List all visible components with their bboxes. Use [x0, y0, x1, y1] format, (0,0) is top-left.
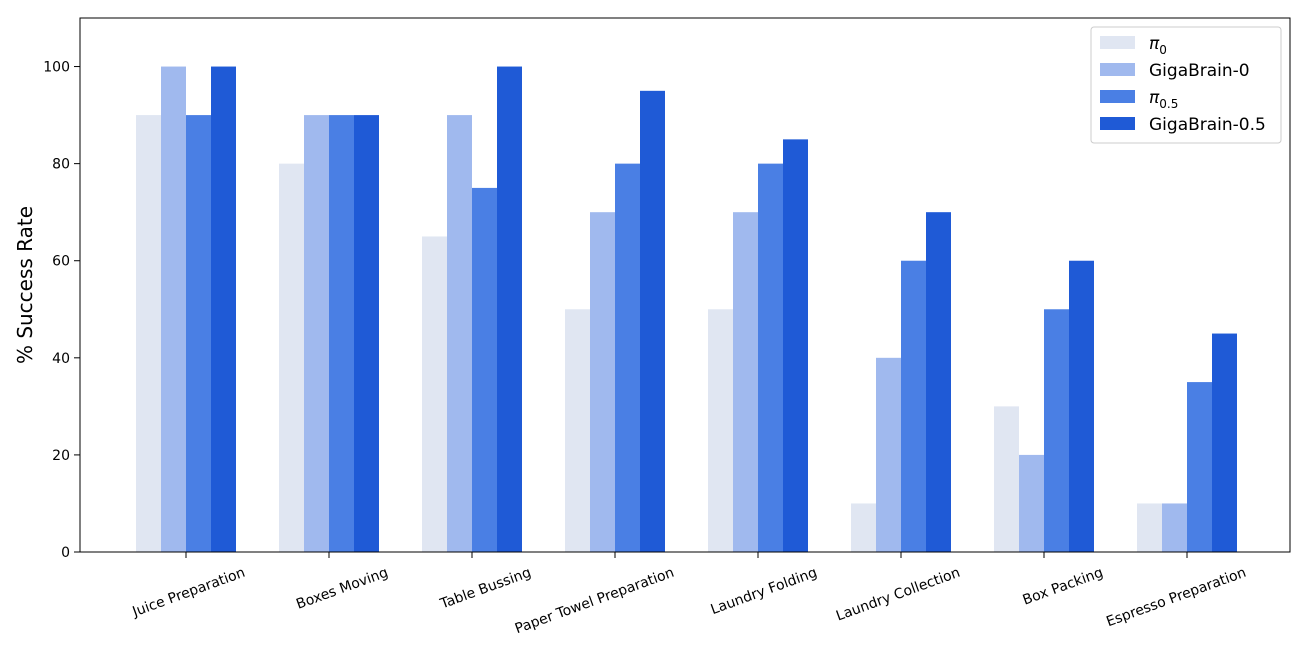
bar-1-3: [354, 115, 379, 552]
x-tick-label: Paper Towel Preparation: [513, 565, 676, 638]
bar-3-3: [640, 90, 665, 553]
bar-7-1: [1162, 503, 1187, 552]
x-tick-label: Espresso Preparation: [1104, 565, 1248, 631]
bar-5-2: [901, 260, 926, 552]
bar-4-3: [783, 139, 808, 552]
bar-0-2: [186, 115, 211, 552]
legend-swatch-1: [1100, 63, 1135, 76]
y-tick-label: 60: [52, 254, 70, 270]
legend-label-2: π0.5: [1149, 88, 1178, 111]
y-tick-label: 0: [61, 545, 70, 561]
x-tick-label: Boxes Moving: [294, 565, 390, 613]
plot-frame: [79, 17, 1291, 553]
x-tick-label: Laundry Collection: [834, 565, 962, 625]
y-tick-label: 40: [52, 351, 70, 367]
bar-0-1: [161, 66, 186, 552]
bar-1-0: [279, 163, 304, 553]
bar-1-2: [329, 115, 354, 552]
bar-2-1: [447, 115, 472, 552]
bar-4-0: [708, 309, 733, 552]
bar-7-2: [1187, 382, 1212, 552]
bar-3-0: [565, 309, 590, 552]
bar-7-0: [1137, 503, 1162, 552]
bar-2-3: [497, 66, 522, 552]
x-tick-label: Laundry Folding: [709, 565, 820, 618]
y-tick-label: 20: [52, 448, 70, 464]
bar-6-1: [1019, 454, 1044, 552]
legend-frame: [1090, 26, 1282, 144]
legend-swatch-3: [1100, 117, 1135, 130]
x-tick-label: Juice Preparation: [130, 565, 248, 621]
x-tick-label: Table Bussing: [437, 565, 533, 613]
bar-6-0: [994, 406, 1019, 552]
bar-7-3: [1212, 333, 1237, 552]
bar-6-3: [1069, 260, 1094, 552]
bar-5-3: [926, 212, 951, 552]
legend-label-3: GigaBrain-0.5: [1149, 115, 1266, 135]
y-axis-label: % Success Rate: [13, 206, 37, 364]
bar-2-0: [422, 236, 447, 553]
y-axis: 0 20 40 60 80 100: [43, 60, 80, 561]
bar-3-2: [615, 163, 640, 553]
bar-0-3: [211, 66, 236, 552]
x-tick-label: Box Packing: [1021, 565, 1106, 609]
legend: π0 GigaBrain-0 π0.5 GigaBrain-0.5: [1090, 26, 1282, 144]
bars-layer: [136, 66, 1237, 553]
bar-6-2: [1044, 309, 1069, 552]
bar-1-1: [304, 115, 329, 552]
bar-2-2: [472, 187, 497, 552]
bar-4-1: [733, 212, 758, 552]
legend-swatch-2: [1100, 90, 1135, 103]
x-axis: Juice Preparation Boxes Moving Table Bussi…: [130, 552, 1248, 638]
bar-4-2: [758, 163, 783, 553]
legend-label-1: GigaBrain-0: [1149, 61, 1250, 81]
bar-0-0: [136, 115, 161, 552]
bar-5-1: [876, 357, 901, 552]
y-tick-label: 100: [43, 60, 70, 76]
bar-3-1: [590, 212, 615, 552]
legend-swatch-0: [1100, 36, 1135, 49]
legend-label-0: π0: [1149, 34, 1167, 57]
bar-5-0: [851, 503, 876, 552]
y-tick-label: 80: [52, 157, 70, 173]
